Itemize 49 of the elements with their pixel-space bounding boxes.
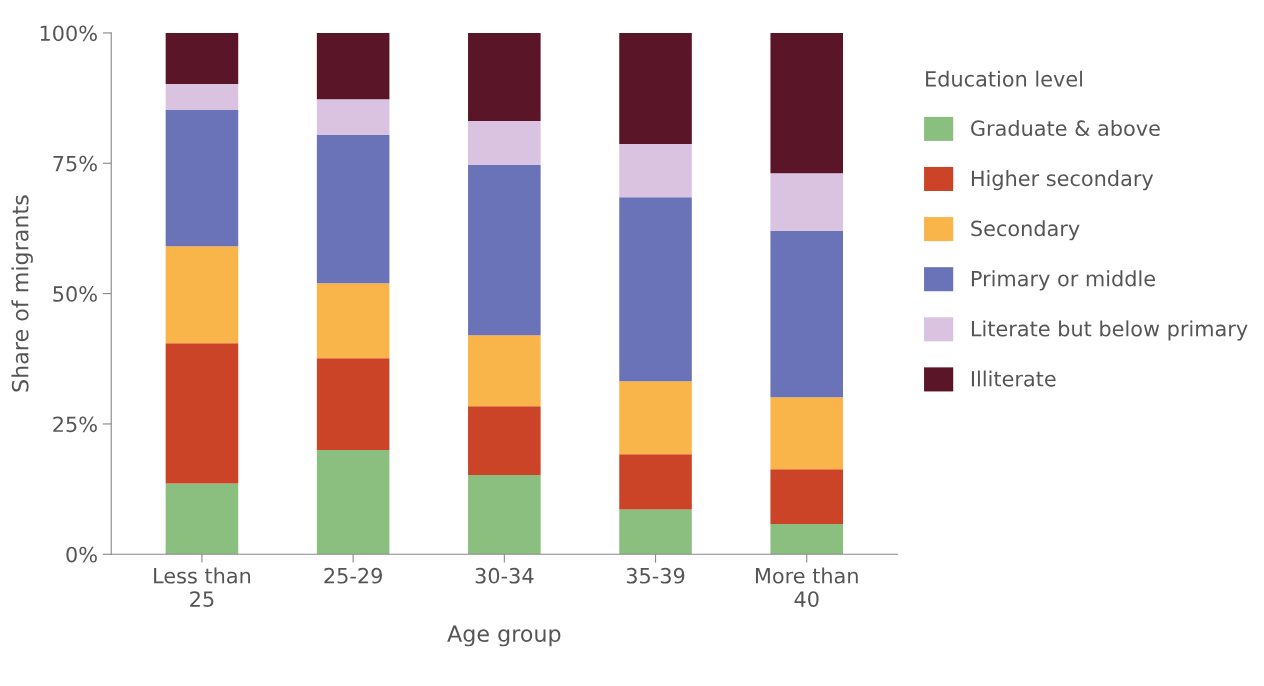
y-tick-label: 25% bbox=[53, 416, 97, 433]
y-tick-label: 75% bbox=[53, 155, 97, 172]
x-tick-label: Less than 25 bbox=[154, 567, 251, 607]
bar bbox=[165, 343, 239, 484]
bar bbox=[619, 381, 692, 455]
bar bbox=[165, 32, 239, 85]
bar bbox=[316, 450, 390, 555]
bar bbox=[316, 32, 390, 100]
bar bbox=[770, 397, 844, 470]
legend-label: Graduate & above bbox=[971, 119, 1160, 137]
bar bbox=[165, 246, 239, 344]
bar bbox=[165, 84, 239, 111]
bar bbox=[770, 469, 844, 525]
bar bbox=[165, 483, 239, 555]
x-tick-label: 35-39 bbox=[626, 567, 685, 584]
bar bbox=[619, 509, 692, 555]
y-axis-title: Share of migrants bbox=[11, 195, 33, 392]
bar bbox=[165, 110, 239, 247]
y-tick-label: 0% bbox=[66, 546, 97, 563]
bar bbox=[619, 32, 692, 144]
legend-label: Secondary bbox=[971, 220, 1080, 241]
x-tick-label: 25-29 bbox=[324, 567, 382, 584]
bar bbox=[316, 358, 390, 451]
bar bbox=[316, 135, 390, 284]
bar bbox=[619, 454, 692, 510]
legend-label: Higher secondary bbox=[971, 170, 1154, 191]
bar bbox=[468, 475, 541, 555]
bar bbox=[619, 143, 692, 198]
bar bbox=[770, 524, 844, 555]
x-axis-title: Age group bbox=[447, 625, 561, 647]
x-tick-label: 30-34 bbox=[475, 567, 534, 584]
bar bbox=[468, 406, 541, 476]
bar bbox=[316, 99, 390, 136]
bar bbox=[770, 32, 844, 174]
legend-label: Primary or middle bbox=[971, 270, 1155, 291]
bar bbox=[619, 197, 692, 382]
legend-label: Literate but below primary bbox=[971, 320, 1248, 341]
bar bbox=[316, 283, 390, 359]
bar bbox=[468, 121, 541, 165]
legend-label: Illiterate bbox=[971, 370, 1056, 387]
legend-title: Education level bbox=[926, 70, 1082, 87]
y-tick-label: 100% bbox=[40, 25, 97, 42]
bar bbox=[468, 164, 541, 336]
bar bbox=[770, 173, 844, 232]
x-tick-label: More than 40 bbox=[755, 567, 858, 607]
bar bbox=[770, 231, 844, 398]
y-tick-label: 50% bbox=[53, 286, 97, 302]
bar bbox=[468, 32, 541, 122]
bar bbox=[468, 335, 541, 407]
